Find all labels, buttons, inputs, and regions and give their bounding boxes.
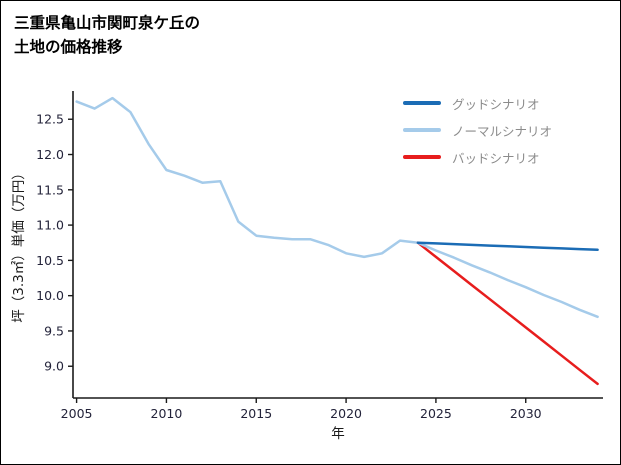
series-line-history <box>75 96 420 259</box>
x-tick-label: 2030 <box>510 406 542 421</box>
y-tick-label: 10.0 <box>36 288 64 303</box>
chart-title: 三重県亀山市関町泉ケ丘の 土地の価格推移 <box>14 14 201 57</box>
y-tick-label: 9.0 <box>44 359 64 374</box>
x-tick-label: 2025 <box>420 406 452 421</box>
legend-item-bad: バッドシナリオ <box>403 148 552 166</box>
legend-item-normal: ノーマルシナリオ <box>403 121 552 139</box>
legend-swatch-bad <box>403 155 441 159</box>
x-tick-label: 2010 <box>151 406 183 421</box>
x-tick-label: 2020 <box>330 406 362 421</box>
x-tick-label: 2015 <box>240 406 272 421</box>
y-tick-label: 9.5 <box>44 323 64 338</box>
series-line-bad <box>416 241 599 386</box>
legend-swatch-good <box>403 101 441 105</box>
y-tick-label: 12.0 <box>36 147 64 162</box>
legend-swatch-normal <box>403 128 441 132</box>
legend-label-normal: ノーマルシナリオ <box>452 123 553 139</box>
series-line-normal <box>416 241 599 319</box>
y-axis-label: 坪（3.3㎡）単価（万円） <box>11 166 27 322</box>
series-line-good <box>416 241 599 252</box>
y-tick-label: 11.5 <box>36 182 64 197</box>
y-tick-label: 11.0 <box>36 218 64 233</box>
x-tick-label: 2005 <box>61 406 93 421</box>
y-tick-label: 10.5 <box>36 253 64 268</box>
chart-legend: グッドシナリオ ノーマルシナリオ バッドシナリオ <box>403 94 552 166</box>
legend-label-good: グッドシナリオ <box>452 96 540 112</box>
legend-item-good: グッドシナリオ <box>403 94 552 112</box>
x-axis-label: 年 <box>331 426 345 442</box>
y-tick-label: 12.5 <box>36 112 64 127</box>
legend-label-bad: バッドシナリオ <box>452 150 540 166</box>
